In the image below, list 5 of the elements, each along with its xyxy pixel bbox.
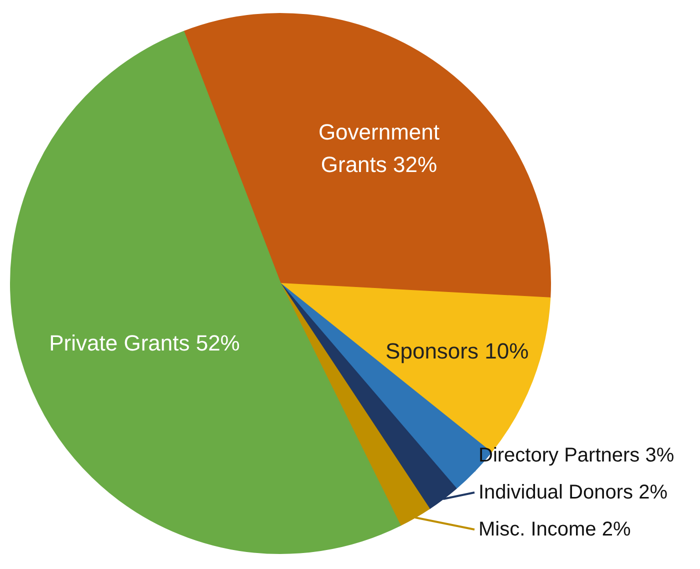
slice-label: Private Grants 52% [49,330,240,356]
slice-label: Misc. Income 2% [478,518,631,540]
slice-label: Government Grants 32% [318,119,440,177]
slice-label: Individual Donors 2% [478,482,668,504]
slice-label: Sponsors 10% [386,338,529,364]
